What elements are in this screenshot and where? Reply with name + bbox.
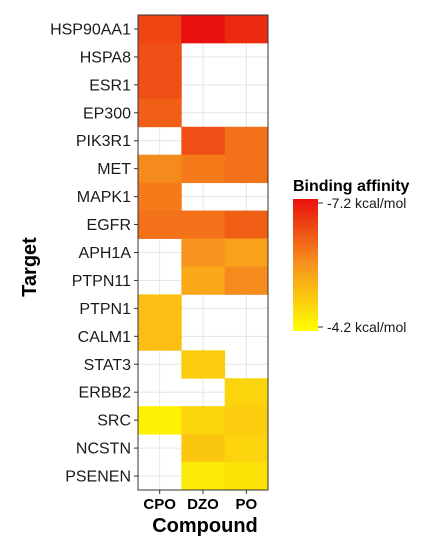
- heatmap-cell: [138, 294, 182, 323]
- y-tick-label: HSP90AA1: [50, 21, 131, 38]
- y-tick-label: ESR1: [89, 77, 131, 94]
- y-tick-label: SRC: [97, 413, 131, 430]
- y-tick-label: APH1A: [79, 245, 132, 262]
- y-tick-label: EGFR: [87, 217, 131, 234]
- heatmap-cell: [181, 15, 226, 44]
- color-legend: Binding affinity -7.2 kcal/mol -4.2 kcal…: [293, 178, 410, 335]
- heatmap-cell: [224, 462, 269, 491]
- heatmap-cell: [224, 378, 269, 407]
- x-axis-title: Compound: [152, 515, 258, 537]
- y-tick-label: STAT3: [84, 357, 132, 374]
- heatmap-cell: [138, 98, 182, 128]
- y-tick-label: NCSTN: [76, 441, 131, 458]
- heatmap-cell: [181, 266, 226, 295]
- legend-colorbar: [293, 199, 318, 331]
- y-tick-label: HSPA8: [80, 49, 131, 66]
- y-tick-label: PTPN1: [79, 301, 131, 318]
- heatmap-cell: [181, 238, 226, 267]
- heatmap-cell: [138, 70, 182, 100]
- x-tick-label: DZO: [187, 496, 219, 513]
- y-tick-label: CALM1: [78, 329, 131, 346]
- heatmap-cell: [224, 238, 269, 267]
- x-axis-ticks: CPO DZO PO: [143, 490, 257, 513]
- x-tick-label: CPO: [143, 496, 176, 513]
- heatmap-cell: [138, 15, 182, 44]
- heatmap-cell: [138, 406, 182, 435]
- y-tick-label: PIK3R1: [76, 133, 131, 150]
- heatmap-cell: [224, 15, 269, 44]
- heatmap-cell: [138, 322, 182, 351]
- heatmap-cell: [181, 434, 226, 463]
- x-tick-label: PO: [235, 496, 257, 513]
- y-tick-label: PTPN11: [72, 273, 131, 290]
- y-tick-label: MAPK1: [77, 189, 131, 206]
- heatmap-cell: [181, 154, 226, 184]
- heatmap-cell: [224, 126, 269, 156]
- heatmap-cell: [181, 350, 226, 379]
- heatmap-cell: [224, 210, 269, 239]
- heatmap-cell: [224, 154, 269, 184]
- y-axis-title: Target: [19, 237, 41, 297]
- heatmap-cell: [181, 210, 226, 239]
- y-tick-label: PSENEN: [65, 469, 131, 486]
- y-tick-label: MET: [97, 161, 131, 178]
- heatmap-cell: [224, 266, 269, 295]
- heatmap-cell: [138, 42, 182, 72]
- heatmap-cell: [224, 406, 269, 435]
- y-tick-label: ERBB2: [79, 385, 132, 402]
- legend-min-label: -4.2 kcal/mol: [327, 319, 406, 335]
- heatmap-cell: [138, 182, 182, 211]
- heatmap-cell: [181, 126, 226, 156]
- legend-title: Binding affinity: [293, 178, 410, 195]
- heatmap-cells: [137, 14, 269, 491]
- y-axis-ticks: HSP90AA1 HSPA8 ESR1 EP300 PIK3R1 MET MAPK1 EGFR…: [50, 21, 138, 486]
- heatmap-cell: [181, 406, 226, 435]
- legend-max-label: -7.2 kcal/mol: [327, 195, 406, 211]
- heatmap-cell: [138, 154, 182, 184]
- y-tick-label: EP300: [83, 105, 131, 122]
- heatmap-cell: [224, 434, 269, 463]
- heatmap-cell: [138, 210, 182, 239]
- heatmap-cell: [181, 462, 226, 491]
